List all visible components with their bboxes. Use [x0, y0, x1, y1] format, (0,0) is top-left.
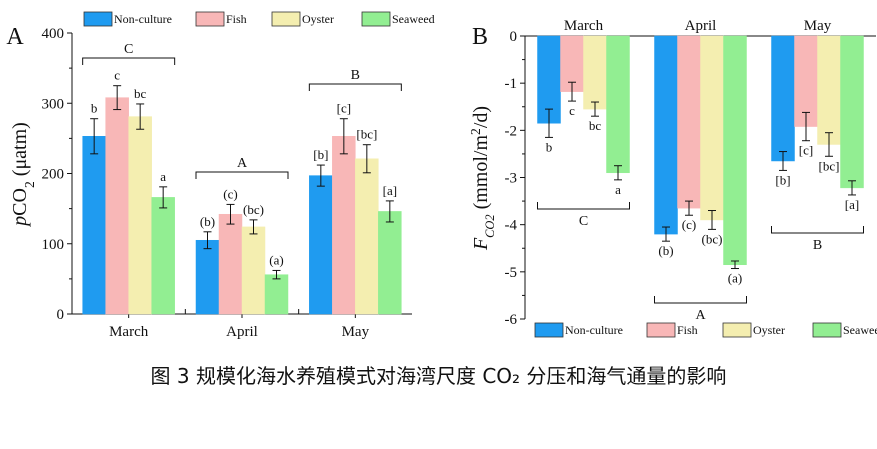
panel-a-significance-letter: (a) — [269, 252, 283, 267]
legend-label-fish: Fish — [677, 323, 698, 337]
legend-swatch-fish — [646, 322, 676, 338]
panel-b-ytick-label: -6 — [505, 312, 518, 328]
legend-label-seaweed: Seaweed — [392, 12, 435, 26]
panel-b-bar-non-culture-may — [771, 35, 795, 162]
panel-b-legend: Non-culture Fish Oyster Seaweed — [534, 322, 877, 338]
panel-b-significance-letter: [b] — [775, 172, 790, 187]
panel-a-significance-letter: bc — [134, 86, 147, 101]
panel-a-bar-fish-march — [105, 97, 129, 315]
panel-a-category-label: March — [109, 324, 149, 340]
panel-a-bar-seaweed-march — [151, 197, 175, 315]
legend-label-oyster: Oyster — [302, 12, 334, 26]
legend-swatch-fish — [195, 11, 225, 27]
panel-b-bar-oyster-may — [817, 35, 841, 145]
panel-a-bar-non-culture-may — [309, 175, 333, 315]
panel-a-significance-letter: [c] — [337, 101, 351, 116]
panel-a-significance-letter: (b) — [200, 214, 215, 229]
legend-swatch-non-culture — [534, 322, 564, 338]
panel-b-significance-letter: [a] — [845, 197, 859, 212]
panel-a-bar-oyster-april — [241, 226, 266, 315]
panel-b-bar-non-culture-april — [654, 35, 678, 235]
panel-a-significance-letter: [a] — [383, 183, 397, 198]
panel-b-label: B — [472, 24, 488, 50]
legend-label-non-culture: Non-culture — [114, 12, 172, 26]
panel-a-bar-seaweed-may — [378, 211, 402, 315]
panel-a-bar-fish-april — [218, 213, 243, 315]
panel-a-bar-non-culture-march — [82, 136, 106, 315]
legend-label-oyster: Oyster — [753, 323, 785, 337]
panel-a-ytick-label: 200 — [42, 167, 65, 183]
panel-b-significance-letter: [bc] — [819, 158, 840, 173]
panel-b-group-letter: B — [813, 238, 822, 253]
panel-b-significance-letter: (a) — [728, 271, 742, 286]
panel-a-category-label: May — [342, 324, 370, 340]
panel-b-y-axis-title: FCO2 (mmol/m2/d) — [468, 106, 498, 251]
panel-a-group-letter: B — [351, 68, 360, 83]
legend-label-non-culture: Non-culture — [565, 323, 623, 337]
legend-swatch-oyster — [271, 11, 301, 27]
panel-a-group-bracket — [195, 171, 289, 179]
panel-b-bar-oyster-march — [583, 35, 607, 110]
panel-a-bar-oyster-march — [128, 116, 152, 315]
panel-b-significance-letter: b — [546, 139, 553, 154]
panel-a-bar-non-culture-april — [195, 239, 220, 315]
legend-swatch-oyster — [722, 322, 752, 338]
legend-swatch-seaweed — [812, 322, 842, 338]
panel-b-group-bracket — [654, 296, 747, 304]
panel-a-ytick-label: 100 — [42, 237, 65, 253]
panel-a-significance-letter: c — [114, 68, 120, 83]
panel-b-group-bracket — [537, 202, 630, 210]
panel-b-significance-letter: (b) — [658, 243, 673, 258]
panel-b-ytick-label: -1 — [505, 76, 518, 92]
panel-a-group-letter: A — [237, 156, 248, 171]
panel-a-label: A — [6, 24, 24, 50]
panel-a-significance-letter: a — [160, 169, 166, 184]
panel-b-ytick-label: -3 — [505, 171, 518, 187]
panel-a-category-label: April — [226, 324, 258, 340]
panel-b-bar-fish-april — [677, 35, 701, 209]
panel-b-group-letter: A — [695, 308, 706, 323]
panel-b-bar-seaweed-april — [723, 35, 747, 266]
panel-a-bar-oyster-may — [355, 158, 379, 315]
figure-caption: 图 3 规模化海水养殖模式对海湾尺度 CO₂ 分压和海气通量的影响 — [150, 364, 727, 388]
panel-a-legend: Non-culture Fish Oyster Seaweed — [83, 11, 435, 27]
panel-a-ytick-label: 400 — [42, 26, 65, 42]
legend-swatch-non-culture — [83, 11, 113, 27]
panel-b-significance-letter: (c) — [682, 217, 696, 232]
panel-b-significance-letter: a — [615, 182, 621, 197]
panel-a-bar-seaweed-april — [264, 274, 289, 315]
panel-a-group-bracket — [308, 83, 402, 91]
panel-b-significance-letter: c — [569, 103, 575, 118]
panel-b-ytick-label: -2 — [505, 123, 518, 139]
panel-a-ytick-label: 300 — [42, 96, 65, 112]
panel-b-bar-seaweed-may — [840, 35, 864, 189]
panel-a-significance-letter: [bc] — [356, 127, 377, 142]
panel-b-significance-letter: [c] — [799, 143, 813, 158]
panel-b-ytick-label: 0 — [510, 29, 518, 45]
panel-a-ytick-label: 0 — [57, 307, 65, 323]
legend-label-seaweed: Seaweed — [843, 323, 877, 337]
panel-b-significance-letter: (bc) — [702, 231, 723, 246]
panel-a-group-bracket — [82, 57, 176, 65]
panel-a-significance-letter: [b] — [313, 147, 328, 162]
panel-b-group-letter: C — [579, 214, 588, 229]
legend-label-fish: Fish — [226, 12, 247, 26]
panel-b-ytick-label: -4 — [505, 218, 518, 234]
panel-b-significance-letter: bc — [589, 118, 602, 133]
panel-a-significance-letter: (c) — [223, 186, 237, 201]
panel-b-category-label: April — [685, 18, 717, 34]
panel-a-significance-letter: (bc) — [243, 202, 264, 217]
panel-b-ytick-label: -5 — [505, 265, 518, 281]
panel-a-significance-letter: b — [91, 101, 98, 116]
panel-a-y-axis-title: pCO2 (μatm) — [9, 122, 37, 228]
panel-b-bar-seaweed-march — [606, 35, 630, 174]
panel-b-category-label: March — [564, 18, 604, 34]
legend-swatch-seaweed — [361, 11, 391, 27]
panel-a-group-letter: C — [124, 42, 133, 57]
panel-a-bar-fish-may — [332, 136, 356, 315]
panel-b-bar-oyster-april — [700, 35, 724, 221]
panel-b-category-label: May — [804, 18, 832, 34]
panel-b-group-bracket — [771, 226, 864, 234]
